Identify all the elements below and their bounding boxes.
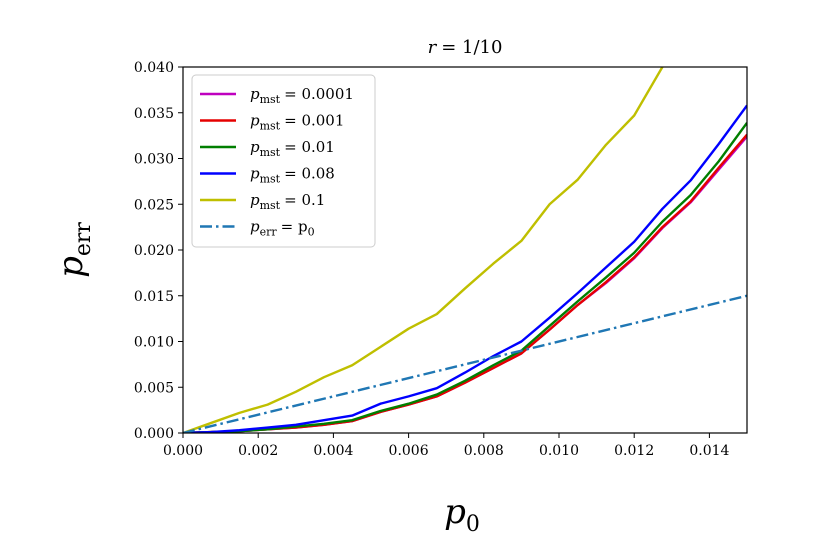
y-axis-label: perr [51, 222, 96, 278]
x-tick-label: 0.006 [389, 443, 429, 459]
series-line-3 [183, 104, 747, 433]
x-tick-label: 0.004 [313, 443, 353, 459]
legend-label-3: pmst = 0.08 [250, 165, 335, 186]
legend-label-1: pmst = 0.001 [250, 112, 344, 133]
y-tick-label: 0.005 [134, 380, 174, 396]
y-tick-label: 0.035 [134, 106, 174, 122]
ticks-layer: 0.000 0.002 0.004 0.006 0.008 0.010 0.012 0.014… [134, 60, 730, 459]
legend: pmst = 0.0001 pmst = 0.001 pmst = 0.01 pmst = 0… [191, 74, 376, 248]
x-tick-label: 0.012 [614, 443, 654, 459]
x-axis-label: p0 [444, 492, 480, 537]
y-tick-label: 0.010 [134, 335, 174, 351]
series-line-5 [183, 294, 747, 433]
x-tick-label: 0.002 [238, 443, 278, 459]
x-tick-label: 0.010 [539, 443, 579, 459]
series-layer [183, 67, 747, 433]
y-tick-label: 0.020 [134, 243, 174, 259]
x-tick-label: 0.000 [163, 443, 203, 459]
x-tick-label: 0.008 [464, 443, 504, 459]
legend-label-0: pmst = 0.0001 [250, 85, 354, 106]
y-tick-label: 0.015 [134, 289, 174, 305]
series-line-4 [183, 67, 664, 433]
chart-title: r = 1/10 [428, 37, 503, 58]
x-tick-label: 0.014 [689, 443, 729, 459]
legend-label-2: pmst = 0.01 [250, 138, 335, 159]
legend-label-4: pmst = 0.1 [250, 191, 325, 212]
y-tick-label: 0.025 [134, 197, 174, 213]
y-tick-label: 0.030 [134, 152, 174, 168]
legend-label-5: perr = p0 [250, 218, 315, 239]
y-tick-label: 0.040 [134, 60, 174, 76]
y-tick-label: 0.000 [134, 426, 174, 442]
legend-box [191, 74, 376, 248]
series-line-2 [183, 122, 747, 433]
